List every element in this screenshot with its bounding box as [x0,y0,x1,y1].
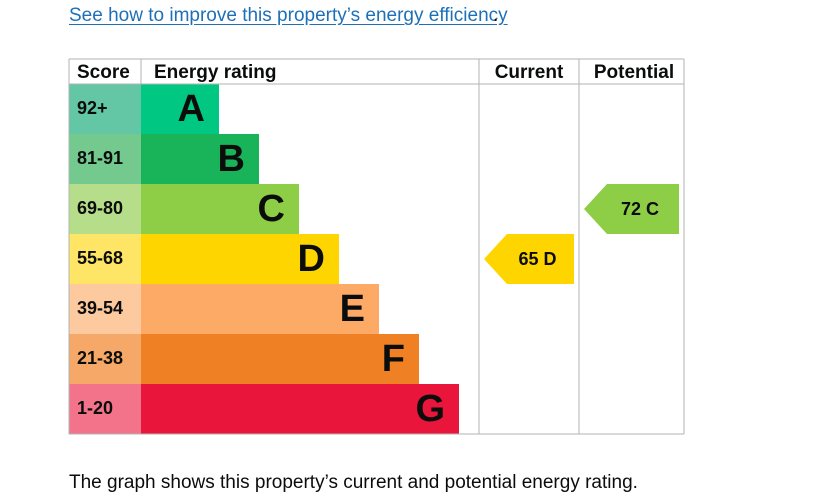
band-letter-b: B [218,138,245,180]
band-letter-f: F [382,338,405,380]
score-label-f: 21-38 [77,348,123,368]
band-bar-d [141,234,339,284]
band-letter-d: D [298,238,325,280]
score-cell-b [69,134,141,184]
band-bar-f [141,334,419,384]
header-current: Current [495,62,564,83]
potential-rating-label: 72 C [621,199,659,219]
score-label-a: 92+ [77,98,108,118]
band-bar-a [141,84,219,134]
score-label-d: 55-68 [77,248,123,268]
score-cell-e [69,284,141,334]
score-cell-c [69,184,141,234]
band-letter-g: G [415,388,445,430]
graph-description: The graph shows this property’s current … [69,472,638,493]
score-label-e: 39-54 [77,298,123,318]
band-bar-b [141,134,259,184]
score-label-g: 1-20 [77,398,113,418]
score-cell-a [69,84,141,134]
score-cell-g [69,384,141,434]
band-letter-c: C [258,188,285,230]
score-label-b: 81-91 [77,148,123,168]
header-potential: Potential [594,62,674,83]
score-cell-d [69,234,141,284]
link-period: . [493,5,499,26]
potential-rating-arrow [584,184,679,234]
current-rating-label: 65 D [518,249,556,269]
score-cell-f [69,334,141,384]
band-bar-e [141,284,379,334]
improve-efficiency-link[interactable]: See how to improve this property’s energ… [69,5,508,26]
band-bar-c [141,184,299,234]
band-letter-a: A [178,88,205,130]
band-bar-g [141,384,459,434]
header-score: Score [77,62,130,83]
current-rating-arrow [484,234,574,284]
score-label-c: 69-80 [77,198,123,218]
band-letter-e: E [340,288,365,330]
header-energy-rating: Energy rating [154,62,276,83]
